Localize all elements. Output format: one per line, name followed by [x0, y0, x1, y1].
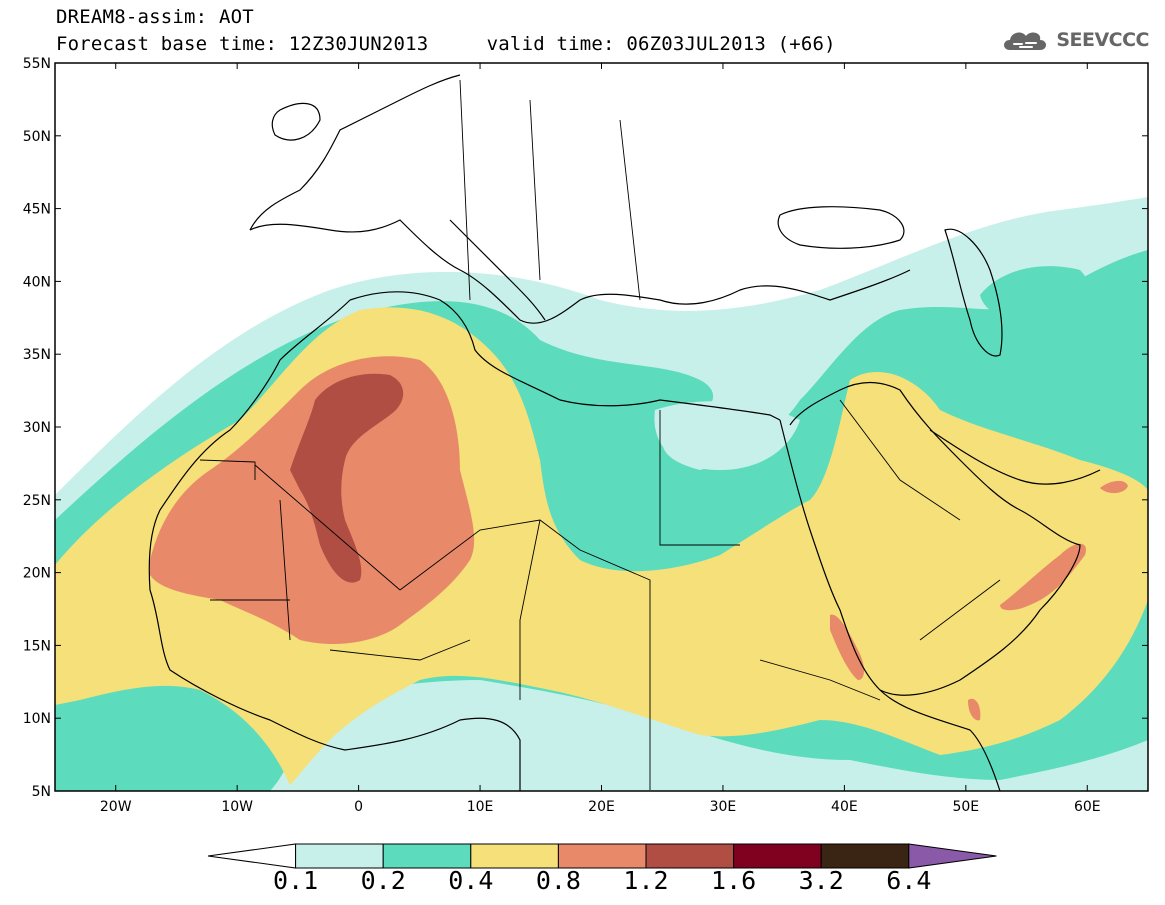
- lon-tick-label: 60E: [1074, 799, 1101, 815]
- persian-gulf: [929, 429, 1101, 485]
- lon-tick-label: 50E: [952, 799, 979, 815]
- colorbar-level-label: 1.6: [711, 866, 757, 895]
- lat-tick-label: 30N: [23, 420, 51, 436]
- lat-tick-label: 40N: [23, 274, 51, 290]
- france-coast: [249, 74, 461, 231]
- colorbar-level-label: 6.4: [886, 866, 932, 895]
- colorbar-level-label: 0.2: [360, 866, 406, 895]
- aot-field: [55, 197, 1148, 791]
- lat-tick-label: 20N: [23, 566, 51, 582]
- africa-coast: [148, 299, 521, 791]
- colorbar: [207, 843, 997, 869]
- colorbar-segment: [470, 843, 559, 869]
- colorbar-level-label: 0.1: [273, 866, 319, 895]
- caspian-coast: [944, 228, 1003, 357]
- map-title: DREAM8-assim: AOT: [56, 6, 254, 28]
- logo-text: SEEVCCC: [1056, 29, 1149, 51]
- lon-tick-label: 30E: [710, 799, 737, 815]
- colorbar-over-triangle: [908, 843, 997, 869]
- valid-time: valid time: 06Z03JUL2013 (+66): [486, 33, 836, 55]
- colorbar-segment: [295, 843, 384, 869]
- britain-coast: [271, 102, 321, 141]
- longitude-axis: 20W 10W 0 10E 20E 30E 40E 50E 60E: [100, 63, 1101, 815]
- colorbar-segment: [382, 843, 472, 869]
- aot-patch-egypt: [654, 401, 800, 470]
- arabia-coast: [789, 381, 1081, 696]
- aot-patch-oman: [1000, 543, 1086, 611]
- lat-tick-label: 25N: [23, 493, 51, 509]
- lon-tick-label: 10E: [467, 799, 494, 815]
- lon-tick-label: 0: [354, 799, 363, 815]
- coastlines: [148, 74, 1101, 791]
- colorbar-level-label: 0.8: [535, 866, 581, 895]
- lat-tick-label: 10N: [23, 711, 51, 727]
- north-africa-coast: [349, 291, 781, 421]
- black-sea: [777, 206, 905, 249]
- red-sea-coast: [779, 419, 1001, 791]
- aot-patch-caspian: [980, 266, 1088, 321]
- country-borders: [199, 79, 1001, 790]
- europe-coast: [249, 219, 911, 324]
- colorbar-level-label: 3.2: [798, 866, 844, 895]
- latitude-axis: 5N 10N 15N 20N 25N 30N 35N 40N 45N 50N 55N: [23, 56, 1148, 800]
- aot-band-1.2: [290, 373, 404, 583]
- aot-patch-gulf: [1100, 480, 1128, 494]
- lat-tick-label: 50N: [23, 129, 51, 145]
- lat-tick-label: 35N: [23, 347, 51, 363]
- colorbar-segment: [820, 843, 910, 869]
- forecast-base-time: Forecast base time: 12Z30JUN2013: [56, 33, 429, 55]
- aot-patch-somalia: [968, 698, 981, 721]
- colorbar-segment: [733, 843, 822, 869]
- seevccc-logo: SEEVCCC: [1000, 24, 1149, 56]
- italy-coast: [449, 219, 546, 321]
- lat-tick-label: 45N: [23, 202, 51, 218]
- colorbar-under-triangle: [207, 843, 297, 869]
- lon-tick-label: 20W: [100, 799, 132, 815]
- colorbar-segment: [557, 843, 647, 869]
- colorbar-level-label: 1.2: [623, 866, 669, 895]
- lat-tick-label: 15N: [23, 638, 51, 654]
- lon-tick-label: 20E: [588, 799, 615, 815]
- lon-tick-label: 10W: [221, 799, 253, 815]
- lat-tick-label: 55N: [23, 56, 51, 72]
- map-subtitle: Forecast base time: 12Z30JUN2013 valid t…: [56, 33, 836, 55]
- colorbar-segment: [645, 843, 735, 869]
- lon-tick-label: 40E: [831, 799, 858, 815]
- colorbar-level-label: 0.4: [448, 866, 494, 895]
- cloud-icon: [1004, 32, 1047, 50]
- aot-patch-redsea: [830, 614, 864, 680]
- lat-tick-label: 5N: [32, 784, 51, 800]
